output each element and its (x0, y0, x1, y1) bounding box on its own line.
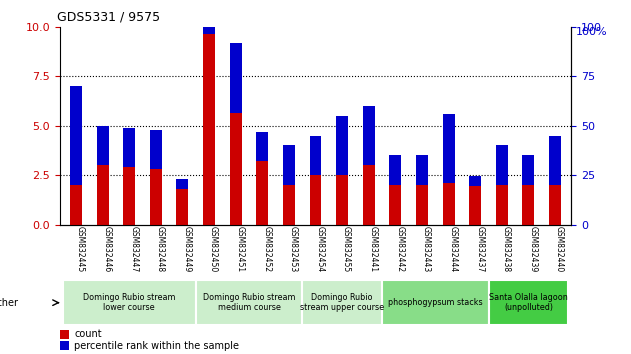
Text: GSM832444: GSM832444 (449, 227, 457, 273)
Bar (203, 0, 215, 34)
Bar (336, 116, 348, 175)
Bar (363, 106, 375, 165)
Bar (310, 175, 321, 225)
Text: count: count (74, 329, 102, 339)
FancyBboxPatch shape (196, 280, 302, 325)
Bar (123, 167, 135, 225)
Bar (203, 34, 215, 225)
Bar (60, 330, 69, 338)
Bar (442, 114, 454, 183)
Text: GSM832455: GSM832455 (342, 227, 351, 273)
FancyBboxPatch shape (488, 280, 569, 325)
Bar (230, 44, 242, 113)
Bar (97, 126, 109, 165)
Text: GSM832438: GSM832438 (502, 227, 511, 273)
Text: Domingo Rubio
stream upper course: Domingo Rubio stream upper course (300, 293, 384, 312)
Bar (150, 169, 162, 225)
Text: GSM832439: GSM832439 (529, 227, 538, 273)
Bar (177, 179, 189, 189)
Text: Domingo Rubio stream
medium course: Domingo Rubio stream medium course (203, 293, 295, 312)
Text: GSM832447: GSM832447 (129, 227, 138, 273)
Bar (60, 341, 69, 350)
Text: GSM832443: GSM832443 (422, 227, 431, 273)
Text: GSM832442: GSM832442 (396, 227, 404, 273)
FancyBboxPatch shape (382, 280, 488, 325)
Bar (496, 145, 508, 185)
Text: 100%: 100% (576, 27, 608, 36)
Text: GSM832445: GSM832445 (76, 227, 85, 273)
Bar (150, 130, 162, 169)
Text: GSM832437: GSM832437 (475, 227, 484, 273)
Text: GSM832454: GSM832454 (316, 227, 324, 273)
Text: GSM832441: GSM832441 (369, 227, 378, 273)
Text: Domingo Rubio stream
lower course: Domingo Rubio stream lower course (83, 293, 175, 312)
FancyBboxPatch shape (302, 280, 382, 325)
Text: GSM832440: GSM832440 (555, 227, 564, 273)
Text: Santa Olalla lagoon
(unpolluted): Santa Olalla lagoon (unpolluted) (489, 293, 568, 312)
Bar (336, 175, 348, 225)
Bar (283, 145, 295, 185)
Bar (416, 155, 428, 185)
Bar (522, 185, 534, 225)
Text: GDS5331 / 9575: GDS5331 / 9575 (57, 10, 160, 23)
Text: GSM832453: GSM832453 (289, 227, 298, 273)
Bar (97, 165, 109, 225)
Bar (70, 86, 82, 185)
Bar (416, 185, 428, 225)
Text: GSM832446: GSM832446 (102, 227, 112, 273)
Text: GSM832450: GSM832450 (209, 227, 218, 273)
Bar (549, 136, 561, 185)
Bar (469, 186, 481, 225)
Bar (389, 155, 401, 185)
Bar (177, 189, 189, 225)
Text: other: other (0, 298, 19, 308)
Bar (389, 185, 401, 225)
FancyBboxPatch shape (62, 280, 196, 325)
Bar (549, 185, 561, 225)
Bar (363, 165, 375, 225)
Bar (256, 132, 268, 161)
Bar (442, 183, 454, 225)
Bar (230, 113, 242, 225)
Bar (469, 176, 481, 186)
Bar (522, 155, 534, 185)
Text: GSM832452: GSM832452 (262, 227, 271, 273)
Text: phosphogypsum stacks: phosphogypsum stacks (388, 298, 483, 307)
Text: percentile rank within the sample: percentile rank within the sample (74, 341, 239, 350)
Text: GSM832451: GSM832451 (235, 227, 245, 273)
Text: GSM832449: GSM832449 (182, 227, 191, 273)
Bar (256, 161, 268, 225)
Text: GSM832448: GSM832448 (156, 227, 165, 273)
Bar (283, 185, 295, 225)
Bar (310, 136, 321, 175)
Bar (70, 185, 82, 225)
Bar (496, 185, 508, 225)
Bar (123, 128, 135, 167)
